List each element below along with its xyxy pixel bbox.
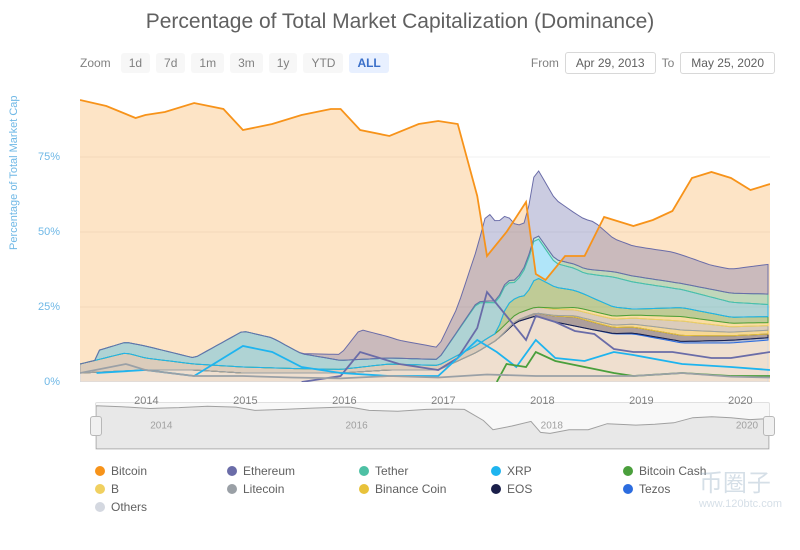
legend-dot bbox=[95, 502, 105, 512]
date-range: From Apr 29, 2013 To May 25, 2020 bbox=[531, 52, 775, 74]
x-tick: 2020 bbox=[728, 395, 752, 407]
nav-handle-right[interactable] bbox=[763, 416, 775, 436]
legend-item-b[interactable]: B bbox=[95, 482, 205, 496]
x-tick: 2017 bbox=[431, 395, 455, 407]
legend-dot bbox=[95, 484, 105, 494]
chart-title: Percentage of Total Market Capitalizatio… bbox=[15, 10, 785, 34]
zoom-btn-1m[interactable]: 1m bbox=[191, 53, 224, 73]
legend-dot bbox=[491, 484, 501, 494]
y-axis-label: Percentage of Total Market Cap bbox=[8, 96, 20, 251]
legend-dot bbox=[227, 484, 237, 494]
zoom-label: Zoom bbox=[80, 56, 111, 70]
x-tick: 2015 bbox=[233, 395, 257, 407]
y-tick: 75% bbox=[30, 151, 60, 163]
nav-tick: 2014 bbox=[150, 421, 172, 432]
legend-label: Binance Coin bbox=[375, 482, 446, 496]
legend-label: Litecoin bbox=[243, 482, 284, 496]
legend-label: XRP bbox=[507, 464, 532, 478]
zoom-controls: Zoom 1d 7d 1m 3m 1yYTD ALL bbox=[80, 53, 389, 73]
legend-label: EOS bbox=[507, 482, 532, 496]
legend-item-tezos[interactable]: Tezos bbox=[623, 482, 733, 496]
x-tick: 2016 bbox=[332, 395, 356, 407]
legend-item-others[interactable]: Others bbox=[95, 500, 205, 514]
legend-label: Bitcoin bbox=[111, 464, 147, 478]
from-date[interactable]: Apr 29, 2013 bbox=[565, 52, 656, 74]
legend-dot bbox=[95, 466, 105, 476]
legend-item-bitcoin-cash[interactable]: Bitcoin Cash bbox=[623, 464, 733, 478]
zoom-btn-all[interactable]: ALL bbox=[349, 53, 388, 73]
zoom-btn-ytd[interactable]: YTD bbox=[303, 53, 343, 73]
legend-label: Others bbox=[111, 500, 147, 514]
legend-dot bbox=[359, 484, 369, 494]
nav-handle-left[interactable] bbox=[90, 416, 102, 436]
x-tick: 2018 bbox=[530, 395, 554, 407]
zoom-btn-1d[interactable]: 1d bbox=[121, 53, 150, 73]
zoom-btn-3m[interactable]: 3m bbox=[230, 53, 263, 73]
from-label: From bbox=[531, 56, 559, 70]
legend-label: Ethereum bbox=[243, 464, 295, 478]
legend-item-binance-coin[interactable]: Binance Coin bbox=[359, 482, 469, 496]
main-plot[interactable] bbox=[80, 82, 770, 382]
nav-tick: 2018 bbox=[541, 421, 563, 432]
legend-item-bitcoin[interactable]: Bitcoin bbox=[95, 464, 205, 478]
nav-tick: 2020 bbox=[736, 421, 758, 432]
legend-label: Tezos bbox=[639, 482, 670, 496]
chart-controls: Zoom 1d 7d 1m 3m 1yYTD ALL From Apr 29, 2013 … bbox=[15, 52, 785, 74]
legend-label: Tether bbox=[375, 464, 408, 478]
to-date[interactable]: May 25, 2020 bbox=[680, 52, 775, 74]
legend-item-litecoin[interactable]: Litecoin bbox=[227, 482, 337, 496]
zoom-btn-7d[interactable]: 7d bbox=[156, 53, 185, 73]
y-tick: 25% bbox=[30, 301, 60, 313]
legend-item-ethereum[interactable]: Ethereum bbox=[227, 464, 337, 478]
legend-dot bbox=[623, 466, 633, 476]
to-label: To bbox=[662, 56, 675, 70]
legend-label: B bbox=[111, 482, 119, 496]
legend-label: Bitcoin Cash bbox=[639, 464, 706, 478]
legend-item-tether[interactable]: Tether bbox=[359, 464, 469, 478]
legend-dot bbox=[623, 484, 633, 494]
y-tick: 50% bbox=[30, 226, 60, 238]
legend: Bitcoin Ethereum Tether XRP Bitcoin Cash B Lit… bbox=[15, 458, 785, 514]
legend-item-xrp[interactable]: XRP bbox=[491, 464, 601, 478]
navigator[interactable]: 2014 2016 2018 2020 bbox=[95, 402, 770, 450]
nav-tick: 2016 bbox=[345, 421, 367, 432]
legend-item-eos[interactable]: EOS bbox=[491, 482, 601, 496]
y-tick: 0% bbox=[30, 376, 60, 388]
legend-dot bbox=[227, 466, 237, 476]
x-tick: 2019 bbox=[629, 395, 653, 407]
legend-dot bbox=[491, 466, 501, 476]
legend-dot bbox=[359, 466, 369, 476]
zoom-btn-1y[interactable]: 1y bbox=[269, 53, 298, 73]
x-tick: 2014 bbox=[134, 395, 158, 407]
